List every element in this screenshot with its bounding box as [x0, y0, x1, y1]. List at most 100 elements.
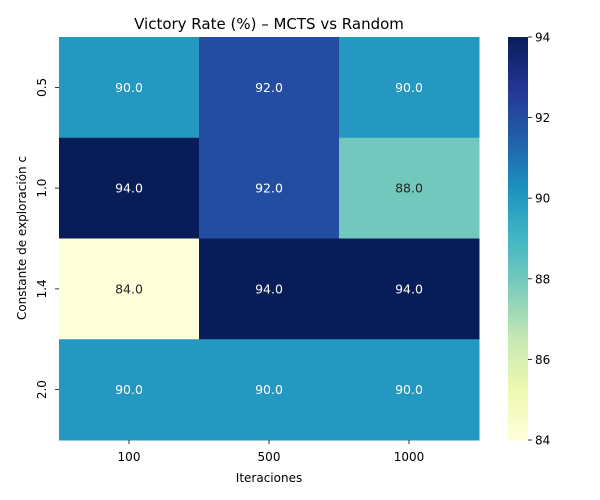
colorbar-segment [508, 399, 528, 405]
colorbar-segment [508, 226, 528, 232]
colorbar-segment [508, 65, 528, 70]
colorbar-segment [508, 391, 528, 397]
y-tick-label: 0.5 [35, 78, 49, 97]
colorbar-segment [508, 73, 528, 78]
colorbar-segment [508, 262, 528, 268]
colorbar-segment [508, 97, 528, 103]
colorbar-segment [508, 41, 528, 46]
cell-value-label: 84.0 [115, 281, 143, 296]
colorbar-segment [508, 186, 528, 191]
colorbar-segment [508, 274, 528, 280]
colorbar-segment [508, 61, 528, 66]
colorbar-segment [508, 157, 528, 163]
colorbar-segment [508, 174, 528, 179]
colorbar-segment [508, 117, 528, 123]
heatmap-cell [339, 37, 480, 139]
colorbar-tick-label: 92 [535, 111, 550, 125]
colorbar-segment [508, 395, 528, 401]
colorbar-segment [508, 242, 528, 248]
y-axis-ticks: 0.5 1.0 1.4 2.0 [35, 78, 59, 399]
heatmap-cell [59, 238, 200, 340]
colorbar-segment [508, 53, 528, 58]
colorbar-segment [508, 431, 528, 437]
colorbar-segment [508, 266, 528, 272]
heatmap-cell [339, 238, 480, 340]
colorbar-segment [508, 105, 528, 111]
colorbar-segment [508, 89, 528, 95]
colorbar-segment [508, 427, 528, 433]
colorbar-segment [508, 198, 528, 203]
colorbar-segment [508, 182, 528, 187]
colorbar-segment [508, 57, 528, 62]
x-tick-label: 1000 [394, 450, 425, 464]
colorbar-segment [508, 250, 528, 256]
colorbar-segment [508, 81, 528, 86]
colorbar-segment [508, 194, 528, 199]
colorbar-segment [508, 407, 528, 413]
colorbar-segment [508, 375, 528, 381]
colorbar-segment [508, 415, 528, 421]
cell-value-label: 92.0 [255, 80, 283, 95]
colorbar-segment [508, 298, 528, 304]
colorbar-segment [508, 423, 528, 429]
colorbar-segment [508, 129, 528, 135]
colorbar-segment [508, 419, 528, 425]
cell-value-label: 90.0 [395, 382, 423, 397]
colorbar-segment [508, 294, 528, 300]
y-tick-label: 2.0 [35, 380, 49, 399]
colorbar-segment [508, 359, 528, 365]
colorbar-tick-label: 88 [535, 272, 550, 286]
colorbar-segment [508, 367, 528, 373]
colorbar-segment [508, 363, 528, 369]
colorbar-segment [508, 69, 528, 74]
colorbar-tick-label: 86 [535, 353, 550, 367]
colorbar-segment [508, 286, 528, 292]
colorbar-segment [508, 161, 528, 167]
colorbar-segment [508, 145, 528, 151]
chart-title: Victory Rate (%) – MCTS vs Random [134, 15, 404, 33]
colorbar-segment [508, 214, 528, 219]
colorbar-segment [508, 351, 528, 356]
colorbar-segment [508, 149, 528, 155]
colorbar-segment [508, 307, 528, 312]
colorbar-segment [508, 335, 528, 340]
colorbar-segment [508, 206, 528, 211]
colorbar-segment [508, 246, 528, 252]
heatmap-cell [339, 137, 480, 239]
y-tick-label: 1.4 [35, 279, 49, 298]
colorbar-segment [508, 254, 528, 260]
heatmap-cells: 90.0 92.0 90.0 94.0 92.0 88.0 84.0 94.0 94.0 90.0… [59, 37, 480, 441]
heatmap-cell [199, 37, 340, 139]
cell-value-label: 94.0 [115, 181, 143, 196]
heatmap-cell [199, 238, 340, 340]
cell-value-label: 90.0 [255, 382, 283, 397]
colorbar-segment [508, 339, 528, 344]
colorbar-segment [508, 141, 528, 147]
colorbar-segment [508, 202, 528, 207]
colorbar-segment [508, 190, 528, 195]
x-tick-label: 500 [258, 450, 281, 464]
cell-value-label: 90.0 [115, 382, 143, 397]
colorbar-segment [508, 327, 528, 332]
colorbar-segment [508, 282, 528, 288]
cell-value-label: 92.0 [255, 181, 283, 196]
colorbar-segment [508, 435, 528, 441]
heatmap-cell [199, 137, 340, 239]
colorbar-segment [508, 93, 528, 99]
cell-value-label: 94.0 [255, 281, 283, 296]
colorbar-segment [508, 270, 528, 276]
cell-value-label: 88.0 [395, 181, 423, 196]
colorbar-segment [508, 113, 528, 119]
colorbar-segment [508, 77, 528, 82]
colorbar-segment [508, 37, 528, 42]
colorbar-segment [508, 355, 528, 360]
colorbar-segment [508, 302, 528, 308]
colorbar-segment [508, 165, 528, 171]
colorbar-tick-label: 84 [535, 434, 550, 448]
colorbar-tick-label: 94 [535, 31, 550, 45]
heatmap-cell [59, 339, 200, 441]
colorbar-segment [508, 331, 528, 336]
heatmap-cell [339, 339, 480, 441]
heatmap-cell [199, 339, 340, 441]
cell-value-label: 94.0 [395, 281, 423, 296]
